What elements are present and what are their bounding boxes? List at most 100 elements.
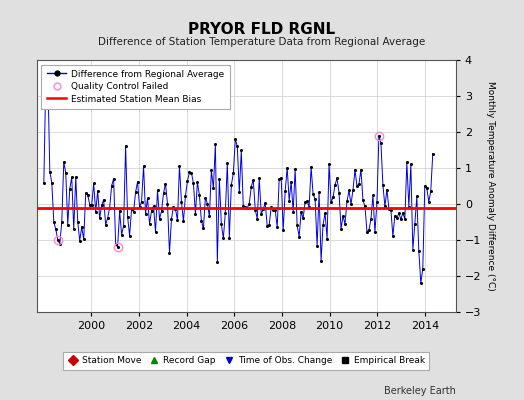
Point: [179, 218, 188, 225]
Point: [207, 167, 215, 174]
Point: [263, 223, 271, 229]
Point: [157, 208, 166, 214]
Point: [97, 202, 106, 208]
Point: [213, 258, 222, 265]
Point: [402, 159, 411, 166]
Point: [285, 197, 293, 204]
Point: [347, 201, 355, 208]
Point: [379, 182, 387, 188]
Point: [183, 178, 192, 184]
Point: [82, 190, 90, 196]
Point: [163, 200, 172, 207]
Point: [333, 175, 341, 182]
Point: [257, 211, 266, 217]
Point: [421, 182, 429, 189]
Point: [85, 201, 94, 208]
Point: [209, 185, 217, 192]
Point: [100, 196, 108, 203]
Point: [243, 204, 252, 211]
Point: [307, 164, 315, 170]
Point: [41, 75, 50, 81]
Point: [151, 229, 160, 235]
Point: [335, 189, 343, 196]
Point: [317, 258, 325, 264]
Text: PRYOR FLD RGNL: PRYOR FLD RGNL: [189, 22, 335, 38]
Point: [343, 198, 351, 204]
Point: [141, 210, 150, 217]
Point: [295, 234, 303, 240]
Point: [231, 136, 239, 142]
Point: [419, 266, 427, 272]
Point: [173, 217, 182, 224]
Point: [195, 192, 204, 198]
Point: [124, 214, 132, 220]
Point: [297, 209, 305, 216]
Point: [345, 187, 353, 194]
Point: [95, 215, 104, 221]
Y-axis label: Monthly Temperature Anomaly Difference (°C): Monthly Temperature Anomaly Difference (…: [486, 81, 495, 291]
Point: [341, 220, 349, 227]
Point: [125, 232, 134, 239]
Point: [199, 225, 208, 232]
Point: [135, 204, 144, 210]
Point: [267, 204, 276, 210]
Point: [161, 180, 170, 187]
Text: Difference of Station Temperature Data from Regional Average: Difference of Station Temperature Data f…: [99, 37, 425, 47]
Point: [261, 200, 269, 206]
Point: [371, 229, 379, 235]
Point: [145, 220, 154, 227]
Point: [351, 167, 359, 173]
Point: [155, 216, 163, 222]
Point: [147, 208, 156, 214]
Point: [169, 204, 178, 210]
Point: [241, 203, 249, 210]
Point: [60, 159, 68, 165]
Point: [115, 208, 124, 214]
Point: [235, 189, 244, 196]
Point: [401, 216, 409, 222]
Point: [66, 186, 74, 192]
Point: [424, 199, 433, 205]
Point: [309, 191, 318, 197]
Point: [427, 188, 435, 194]
Point: [397, 216, 405, 223]
Point: [377, 140, 385, 146]
Point: [289, 208, 297, 215]
Point: [245, 200, 254, 207]
Point: [301, 199, 309, 205]
Point: [203, 200, 212, 207]
Point: [253, 216, 261, 222]
Point: [392, 215, 401, 222]
Point: [83, 192, 92, 198]
Point: [187, 170, 195, 176]
Point: [92, 209, 100, 215]
Point: [40, 180, 48, 186]
Point: [159, 190, 168, 197]
Point: [137, 198, 146, 205]
Point: [221, 210, 230, 216]
Point: [215, 176, 224, 182]
Point: [127, 206, 136, 212]
Point: [325, 161, 333, 167]
Point: [315, 189, 323, 196]
Point: [112, 240, 120, 247]
Point: [205, 213, 214, 220]
Point: [63, 222, 72, 228]
Point: [369, 192, 377, 198]
Point: [331, 181, 339, 188]
Point: [375, 132, 383, 139]
Point: [78, 224, 86, 230]
Point: [117, 231, 126, 238]
Point: [363, 228, 371, 235]
Point: [223, 160, 232, 166]
Point: [385, 206, 393, 212]
Point: [149, 203, 158, 209]
Point: [259, 206, 267, 212]
Point: [247, 184, 256, 190]
Point: [167, 216, 176, 222]
Point: [399, 210, 407, 216]
Text: Berkeley Earth: Berkeley Earth: [384, 386, 456, 396]
Point: [139, 163, 148, 169]
Point: [201, 194, 210, 201]
Point: [277, 175, 286, 181]
